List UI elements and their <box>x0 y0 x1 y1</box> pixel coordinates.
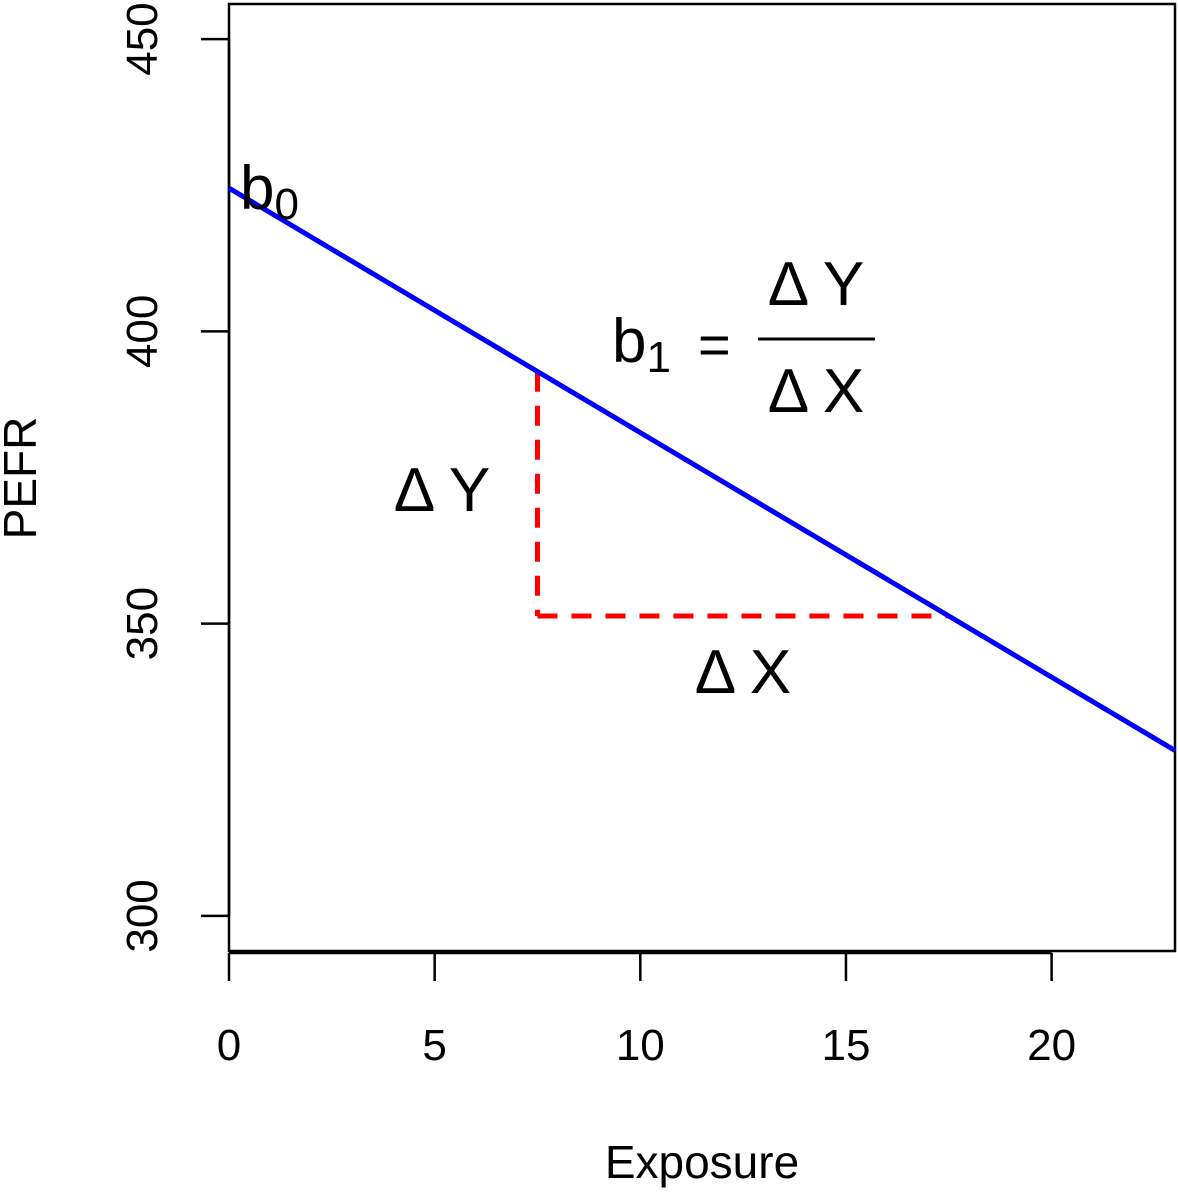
y-axis: 300 350 400 450 <box>118 2 231 953</box>
x-tick-label: 20 <box>1027 1021 1076 1070</box>
slope-denominator: Δ X <box>768 357 865 426</box>
x-tick-label: 10 <box>616 1021 665 1070</box>
x-tick-label: 15 <box>821 1021 870 1070</box>
regression-line <box>227 185 1177 753</box>
intercept-label-sub: 0 <box>274 180 298 229</box>
y-tick-label: 300 <box>118 879 167 952</box>
slope-label-base: b <box>612 307 646 376</box>
x-tick-label: 0 <box>217 1021 241 1070</box>
x-axis: 0 5 10 15 20 <box>217 951 1076 1070</box>
plot-marks <box>227 185 1177 753</box>
y-tick-label: 450 <box>118 2 167 75</box>
delta-y-label: Δ Y <box>394 456 491 525</box>
y-axis-label: PEFR <box>0 417 46 540</box>
slope-label-sub: 1 <box>646 333 670 382</box>
intercept-label: b0 <box>240 154 299 229</box>
slope-numerator: Δ Y <box>768 250 865 319</box>
y-tick-label: 400 <box>118 295 167 368</box>
delta-x-label: Δ X <box>695 638 792 707</box>
x-tick-label: 5 <box>422 1021 446 1070</box>
intercept-label-base: b <box>240 154 274 223</box>
x-axis-label: Exposure <box>605 1136 799 1188</box>
slope-equals: = <box>698 313 731 376</box>
plot-frame <box>227 2 1177 953</box>
y-tick-label: 350 <box>118 587 167 660</box>
slope-label: b1 <box>612 307 671 382</box>
